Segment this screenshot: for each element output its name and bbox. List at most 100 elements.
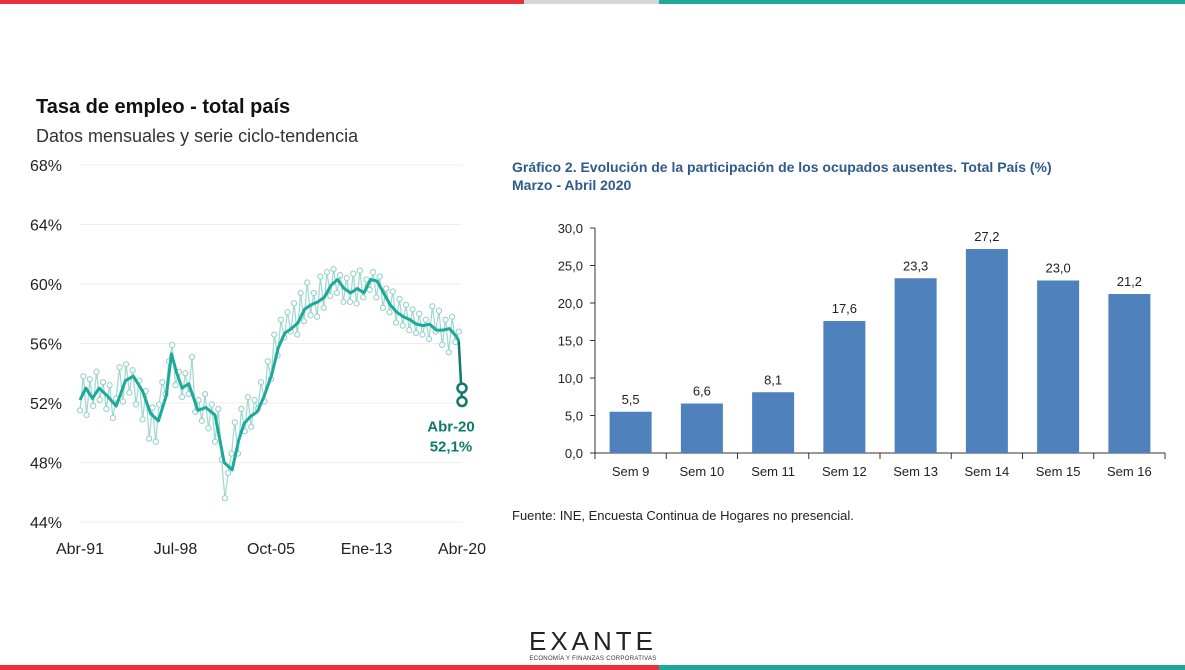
monthly-data-point xyxy=(116,364,123,371)
monthly-data-point xyxy=(383,285,390,292)
y-tick-label: 15,0 xyxy=(558,334,583,349)
monthly-data-point xyxy=(379,304,387,311)
absent-workers-bar-chart: 0,0 5,0 10,0 15,0 20,0 25,0 30,0 5,5 Sem 9 6,6 Sem… xyxy=(558,221,1166,479)
source-note: Fuente: INE, Encuesta Continua de Hogare… xyxy=(512,508,854,523)
monthly-data-point xyxy=(314,313,321,320)
monthly-data-point xyxy=(178,393,186,401)
monthly-data-point xyxy=(439,341,446,349)
y-tick-label: 10,0 xyxy=(558,371,583,386)
x-category-label: Sem 14 xyxy=(964,464,1009,479)
absent-workers-chart-title: Gráfico 2. Evolución de la participación… xyxy=(512,158,1052,194)
bar xyxy=(823,321,866,453)
monthly-data-point xyxy=(248,423,255,430)
monthly-data-point xyxy=(211,438,219,445)
bar-value-label: 17,6 xyxy=(832,301,857,316)
monthly-data-point xyxy=(396,295,403,302)
monthly-data-point xyxy=(76,407,84,414)
x-category-label: Sem 11 xyxy=(751,464,795,479)
y-tick-label: 68% xyxy=(30,158,62,175)
monthly-data-point xyxy=(333,289,340,297)
monthly-data-point xyxy=(442,316,449,323)
employment-rate-chart: 44% 48% 52% 56% 60% 64% 68% Abr-91 Jul-98 Oct-05 E… xyxy=(30,158,486,558)
logo-text: EXANTE xyxy=(528,626,658,656)
monthly-data-point xyxy=(109,414,117,421)
monthly-data-point xyxy=(205,425,212,432)
monthly-data-point xyxy=(126,389,133,396)
top-bar-grey xyxy=(524,0,659,4)
monthly-data-point xyxy=(337,271,344,279)
monthly-data-point xyxy=(198,417,205,424)
employment-chart-title: Tasa de empleo - total país xyxy=(36,96,291,118)
monthly-data-point xyxy=(83,411,90,418)
bar-value-label: 5,5 xyxy=(622,392,640,407)
monthly-data-point xyxy=(103,405,110,413)
y-tick-label: 25,0 xyxy=(558,259,583,274)
monthly-data-point xyxy=(90,402,97,410)
bar-value-label: 23,3 xyxy=(903,258,928,273)
monthly-data-point xyxy=(258,379,265,386)
bar-value-label: 23,0 xyxy=(1045,261,1070,276)
x-tick-label: Oct-05 xyxy=(247,541,295,558)
monthly-data-point xyxy=(435,307,443,314)
monthly-data-point xyxy=(422,316,429,323)
monthly-data-point xyxy=(93,368,100,375)
monthly-data-point xyxy=(455,328,462,335)
monthly-data-point xyxy=(146,435,153,442)
monthly-data-point xyxy=(323,269,331,276)
annotation-date: Abr-20 xyxy=(427,419,475,436)
monthly-data-point xyxy=(251,396,258,404)
bottom-color-bar xyxy=(0,665,1185,670)
monthly-data-point xyxy=(119,398,126,405)
x-tick-label: Abr-91 xyxy=(56,541,104,558)
monthly-data-point xyxy=(343,274,350,282)
monthly-data-point xyxy=(208,401,215,408)
y-tick-label: 30,0 xyxy=(558,221,583,236)
monthly-data-point xyxy=(123,361,130,368)
monthly-data-point xyxy=(129,367,136,374)
absent-chart-title-line1: Gráfico 2. Evolución de la participación… xyxy=(512,159,1052,175)
monthly-data-point xyxy=(215,405,222,413)
monthly-data-point xyxy=(327,292,334,299)
x-category-label: Sem 12 xyxy=(822,464,867,479)
bar xyxy=(965,249,1008,453)
monthly-data-point xyxy=(182,370,189,377)
monthly-data-point xyxy=(228,450,235,457)
monthly-data-point xyxy=(310,289,317,297)
monthly-data-point xyxy=(399,322,406,329)
monthly-data-point xyxy=(445,349,452,356)
bar xyxy=(1037,280,1080,453)
monthly-data-point xyxy=(307,312,314,319)
y-tick-label: 60% xyxy=(30,277,62,294)
monthly-data-point xyxy=(419,331,426,338)
monthly-data-point xyxy=(172,382,179,389)
monthly-data-point xyxy=(409,306,416,313)
x-tick-label: Ene-13 xyxy=(341,541,393,558)
monthly-data-point xyxy=(290,300,298,307)
x-category-label: Sem 9 xyxy=(612,464,650,479)
monthly-data-point xyxy=(86,376,93,383)
bar xyxy=(752,392,795,453)
trend-series-line xyxy=(78,278,460,472)
monthly-data-point xyxy=(353,300,360,307)
monthly-data-point xyxy=(225,469,232,477)
monthly-data-point xyxy=(195,396,202,404)
y-tick-label: 52% xyxy=(30,396,62,413)
monthly-data-point xyxy=(231,419,238,426)
monthly-data-point xyxy=(264,358,271,365)
logo-subtext: ECONOMÍA Y FINANZAS CORPORATIVAS xyxy=(529,656,657,662)
monthly-data-point xyxy=(80,373,87,380)
monthly-data-point xyxy=(356,267,364,274)
monthly-data-point xyxy=(106,382,113,389)
latest-data-point xyxy=(456,395,468,408)
annotation-value: 52,1% xyxy=(430,439,473,456)
monthly-data-point xyxy=(406,327,413,334)
monthly-series-line xyxy=(79,269,460,499)
bar-value-label: 6,6 xyxy=(693,384,711,399)
x-category-label: Sem 10 xyxy=(679,464,724,479)
bottom-bar-teal xyxy=(659,665,1185,670)
bar-value-label: 21,2 xyxy=(1117,274,1142,289)
bar-value-label: 27,2 xyxy=(974,229,999,244)
monthly-data-point xyxy=(271,331,278,338)
bar xyxy=(1108,294,1151,453)
monthly-data-point xyxy=(340,298,347,305)
